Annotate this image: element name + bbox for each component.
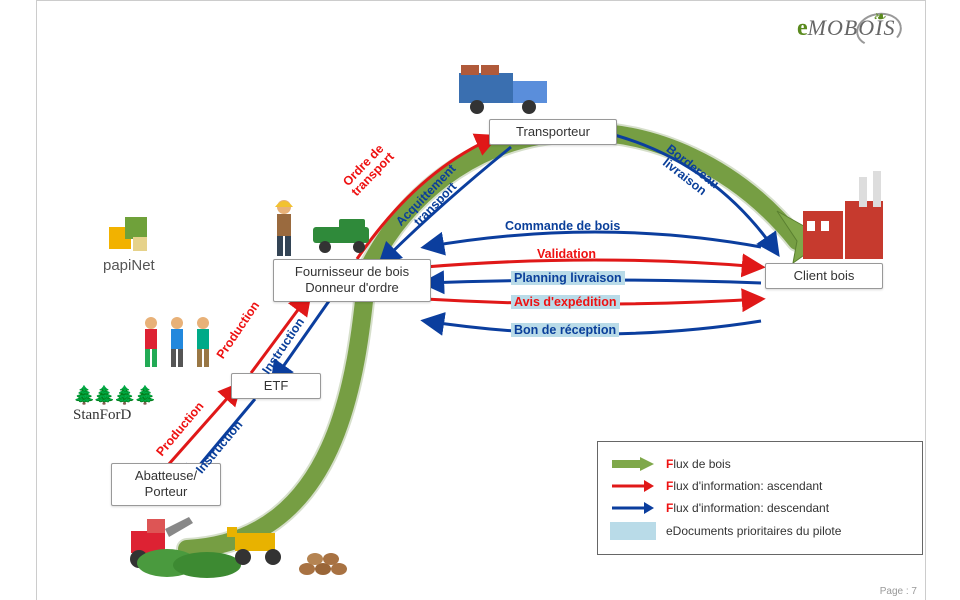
illustration-skidder [225, 521, 295, 567]
page-number: Page : 7 [880, 586, 917, 597]
blue-arrow-icon [610, 500, 656, 516]
trees-icon: 🌲🌲🌲🌲 [73, 385, 155, 406]
illustration-worker [265, 197, 303, 257]
square-2 [125, 217, 147, 239]
illustration-factory [793, 171, 903, 261]
node-label: ETF [264, 378, 289, 393]
label-ordre: Ordre detransport [340, 141, 397, 199]
node-client: Client bois [765, 263, 883, 289]
label-border: Bordereaulivraison [656, 143, 721, 202]
logo-papinet: papiNet [103, 257, 155, 274]
node-label: Transporteur [516, 124, 590, 139]
legend-label: Flux d'information: descendant [666, 501, 829, 515]
legend-label: eDocuments prioritaires du pilote [666, 524, 841, 538]
red-arrow-icon [610, 478, 656, 494]
label-commande: Commande de bois [505, 219, 620, 233]
legend-row-priority: eDocuments prioritaires du pilote [610, 522, 910, 540]
node-label: Abatteuse/Porteur [135, 468, 197, 499]
diagram-canvas: ❧ eMOBOIS papiNet 🌲🌲🌲🌲 StanForD [36, 0, 926, 600]
leaf-icon: ❧ [872, 7, 885, 27]
square-3 [133, 237, 147, 251]
label-instr2: Instruction [259, 315, 307, 376]
arrow-border [599, 131, 777, 253]
illustration-workers3 [137, 313, 217, 371]
label-bon: Bon de réception [511, 323, 619, 337]
legend-label: Flux d'information: ascendant [666, 479, 822, 493]
label-avis: Avis d'expédition [511, 295, 620, 309]
logo-emobois: ❧ eMOBOIS [797, 15, 896, 42]
priority-box-icon [610, 522, 656, 540]
node-label: Client bois [794, 268, 855, 283]
legend-row-red: Flux d'information: ascendant [610, 478, 910, 494]
label-prod1: Production [153, 399, 206, 459]
illustration-logs [297, 549, 349, 577]
legend: Flux de bois Flux d'information: ascenda… [597, 441, 923, 555]
node-fournisseur: Fournisseur de boisDonneur d'ordre [273, 259, 431, 302]
label-acq: Acquittementtransport [394, 162, 468, 238]
logo-stanford: StanForD [73, 407, 131, 424]
label-prod2: Production [214, 299, 262, 362]
legend-label: Flux de bois [666, 457, 731, 471]
illustration-truck [457, 61, 557, 117]
arrow-valid [425, 260, 761, 267]
legend-row-blue: Flux d'information: descendant [610, 500, 910, 516]
legend-row-green: Flux de bois [610, 456, 910, 472]
illustration-car [309, 215, 379, 255]
node-transporteur: Transporteur [489, 119, 617, 145]
label-plan: Planning livraison [511, 271, 625, 285]
arrow-commande [425, 232, 761, 247]
node-etf: ETF [231, 373, 321, 399]
stage: ❧ eMOBOIS papiNet 🌲🌲🌲🌲 StanForD [0, 0, 960, 600]
green-arrow-icon [610, 456, 656, 472]
node-label: Fournisseur de boisDonneur d'ordre [295, 264, 409, 295]
label-valid: Validation [537, 247, 596, 261]
logo-e: e [797, 15, 808, 41]
